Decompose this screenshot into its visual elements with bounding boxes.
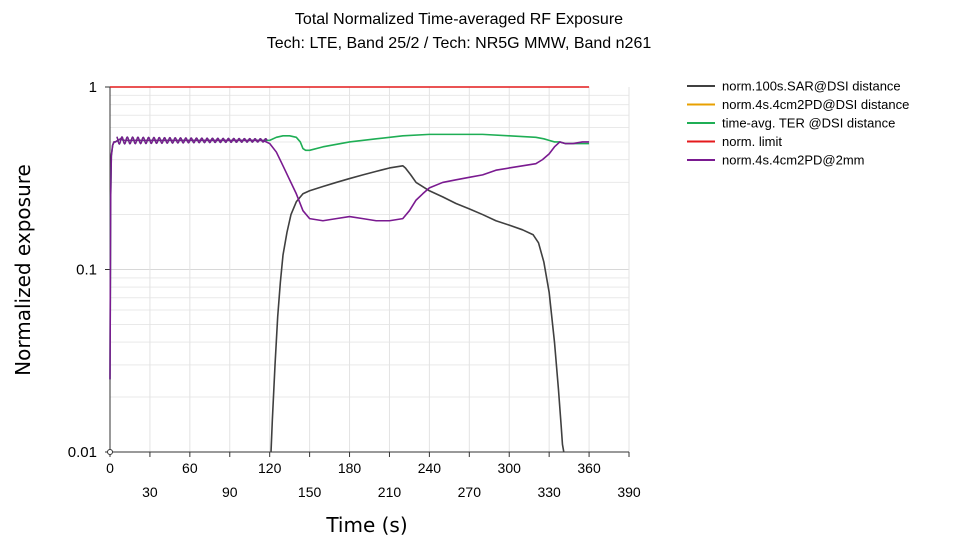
x-tick-label: 90 xyxy=(222,484,238,500)
x-tick-label: 180 xyxy=(338,460,362,476)
tick-labels: 0 60 120 180 240 300 360 30 90 150 210 270 330 390 0.0… xyxy=(68,79,641,500)
y-tick-label: 0.01 xyxy=(68,444,97,461)
x-tick-label: 390 xyxy=(617,484,641,500)
x-tick-label: 360 xyxy=(577,460,601,476)
series-ripple xyxy=(116,136,268,145)
x-tick-label: 120 xyxy=(258,460,282,476)
y-tick-label: 1 xyxy=(89,79,97,96)
series-line xyxy=(270,165,565,453)
chart-title: Total Normalized Time-averaged RF Exposu… xyxy=(295,11,623,28)
legend: norm.100s.SAR@DSI distance norm.4s.4cm2PD… xyxy=(687,79,909,168)
x-tick-label: 30 xyxy=(142,484,158,500)
x-tick-label: 330 xyxy=(537,484,561,500)
x-axis-label: Time (s) xyxy=(325,513,407,537)
x-tick-label: 210 xyxy=(378,484,402,500)
x-tick-label: 270 xyxy=(458,484,482,500)
legend-label: norm.4s.4cm2PD@DSI distance xyxy=(722,97,909,112)
legend-label: time-avg. TER @DSI distance xyxy=(722,116,895,131)
x-tick-label: 150 xyxy=(298,484,322,500)
chart-subtitle: Tech: LTE, Band 25/2 / Tech: NR5G MMW, B… xyxy=(267,35,652,52)
x-tick-label: 60 xyxy=(182,460,198,476)
legend-label: norm.4s.4cm2PD@2mm xyxy=(722,153,865,168)
x-tick-label: 300 xyxy=(498,460,522,476)
legend-label: norm.100s.SAR@DSI distance xyxy=(722,79,901,94)
series-lines xyxy=(109,86,590,453)
legend-label: norm. limit xyxy=(722,134,782,149)
y-axis-label: Normalized exposure xyxy=(11,164,35,376)
x-tick-label: 0 xyxy=(106,460,114,476)
x-tick-label: 240 xyxy=(418,460,442,476)
y-tick-label: 0.1 xyxy=(76,262,97,279)
origin-marker xyxy=(107,449,113,455)
grid xyxy=(110,87,630,453)
